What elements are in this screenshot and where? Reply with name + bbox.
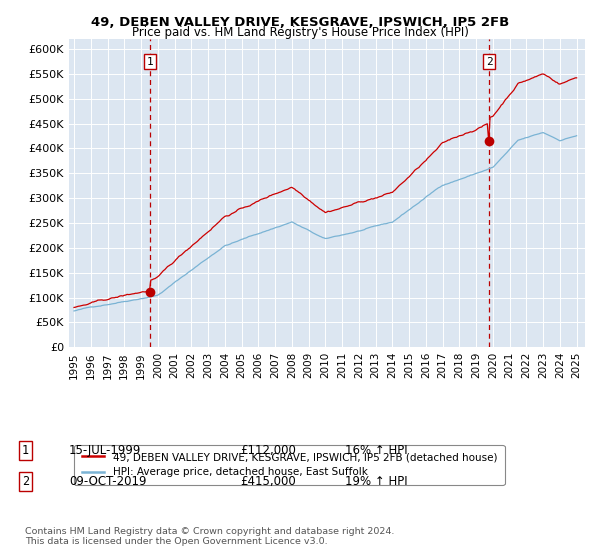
Text: Contains HM Land Registry data © Crown copyright and database right 2024.
This d: Contains HM Land Registry data © Crown c… [25, 526, 395, 546]
Text: £415,000: £415,000 [240, 475, 296, 488]
Text: 16% ↑ HPI: 16% ↑ HPI [345, 444, 407, 458]
Text: 2: 2 [22, 475, 29, 488]
Legend: 49, DEBEN VALLEY DRIVE, KESGRAVE, IPSWICH, IP5 2FB (detached house), HPI: Averag: 49, DEBEN VALLEY DRIVE, KESGRAVE, IPSWIC… [74, 445, 505, 484]
Text: 19% ↑ HPI: 19% ↑ HPI [345, 475, 407, 488]
Text: 49, DEBEN VALLEY DRIVE, KESGRAVE, IPSWICH, IP5 2FB: 49, DEBEN VALLEY DRIVE, KESGRAVE, IPSWIC… [91, 16, 509, 29]
Text: 2: 2 [485, 57, 493, 67]
Text: £112,000: £112,000 [240, 444, 296, 458]
Text: 1: 1 [22, 444, 29, 458]
Text: 1: 1 [147, 57, 154, 67]
Text: 09-OCT-2019: 09-OCT-2019 [69, 475, 146, 488]
Text: 15-JUL-1999: 15-JUL-1999 [69, 444, 142, 458]
Text: Price paid vs. HM Land Registry's House Price Index (HPI): Price paid vs. HM Land Registry's House … [131, 26, 469, 39]
